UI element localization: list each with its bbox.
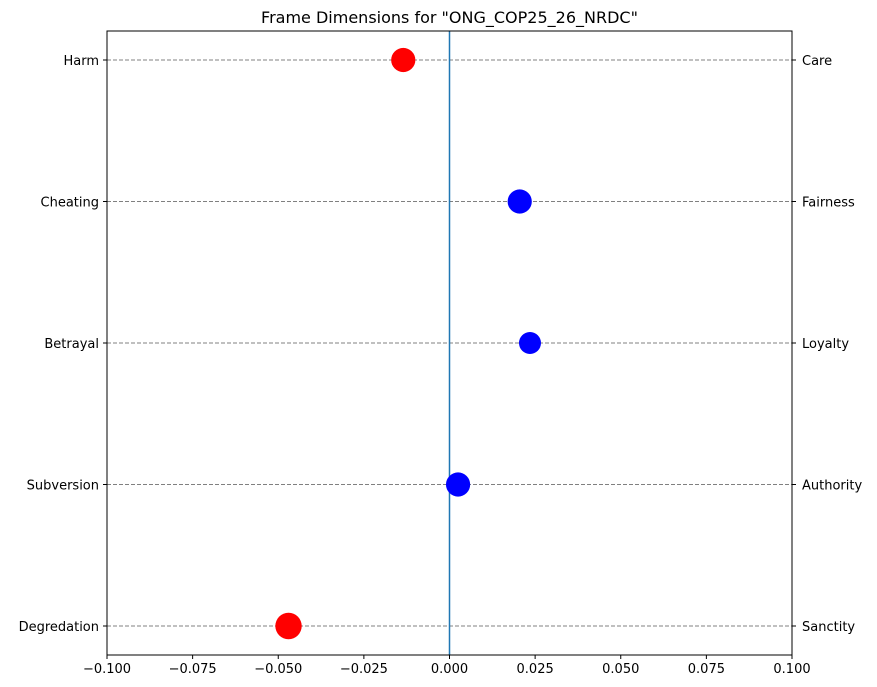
x-tick-label: 0.000 xyxy=(431,662,468,677)
left-tick-label: Betrayal xyxy=(44,337,99,352)
x-tick-label: −0.100 xyxy=(83,662,131,677)
right-tick-label: Fairness xyxy=(802,196,855,211)
chart-title: Frame Dimensions for "ONG_COP25_26_NRDC" xyxy=(261,8,638,28)
marks-layer xyxy=(275,47,541,640)
x-tick-label: −0.025 xyxy=(340,662,388,677)
left-tick-label: Cheating xyxy=(41,196,99,211)
left-axis: Harm Cheating Betrayal Subversion Degredatio… xyxy=(19,54,107,635)
x-tick-label: −0.050 xyxy=(254,662,302,677)
point-marker xyxy=(507,189,532,214)
right-tick-label: Sanctity xyxy=(802,620,855,635)
x-tick-label: −0.075 xyxy=(169,662,217,677)
right-tick-label: Authority xyxy=(802,479,862,494)
point-marker xyxy=(275,612,302,640)
x-tick-label: 0.050 xyxy=(602,662,639,677)
left-tick-label: Subversion xyxy=(27,479,99,494)
left-tick-label: Degredation xyxy=(19,620,99,635)
x-axis: −0.100 −0.075 −0.050 −0.025 0.000 0.025 0.050 0… xyxy=(83,655,811,677)
point-marker xyxy=(445,472,471,497)
point-marker xyxy=(391,47,416,73)
point-marker xyxy=(518,332,541,354)
x-tick-label: 0.075 xyxy=(688,662,725,677)
x-tick-label: 0.100 xyxy=(773,662,810,677)
right-axis: Care Fairness Loyalty Authority Sanctity xyxy=(792,54,862,635)
right-tick-label: Care xyxy=(802,54,832,69)
left-tick-label: Harm xyxy=(63,54,99,69)
x-tick-label: 0.025 xyxy=(517,662,554,677)
right-tick-label: Loyalty xyxy=(802,337,849,352)
